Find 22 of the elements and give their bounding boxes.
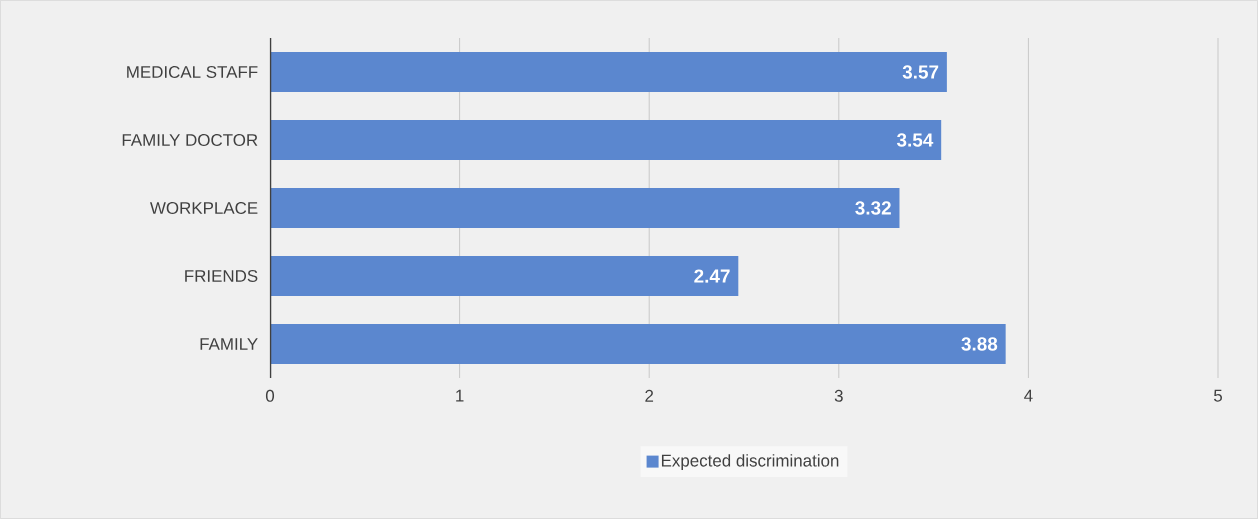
bar [270, 256, 739, 296]
x-tick-label: 2 [645, 389, 654, 402]
bar [270, 120, 942, 160]
x-tick-label: 4 [1024, 389, 1033, 402]
data-label: 3.57 [902, 65, 939, 79]
legend-label: Expected discrimination [661, 454, 839, 470]
bar [270, 324, 1006, 364]
data-label: 3.32 [855, 201, 891, 215]
y-tick-label: FAMILY [200, 338, 258, 350]
bar [270, 188, 900, 228]
x-tick-label: 5 [1213, 389, 1223, 402]
y-tick-label: FRIENDS [185, 270, 258, 283]
data-label: 3.88 [961, 337, 998, 351]
bar [270, 52, 947, 92]
y-tick-label: FAMILY DOCTOR [122, 134, 258, 147]
x-tick-label: 3 [834, 389, 843, 402]
x-tick-label: 1 [456, 389, 464, 402]
y-tick-label: WORKPLACE [150, 202, 258, 215]
data-label: 2.47 [694, 269, 730, 283]
y-tick-label: MEDICAL STAFF [127, 66, 258, 79]
x-tick-label: 0 [265, 389, 275, 402]
data-label: 3.54 [896, 133, 934, 147]
